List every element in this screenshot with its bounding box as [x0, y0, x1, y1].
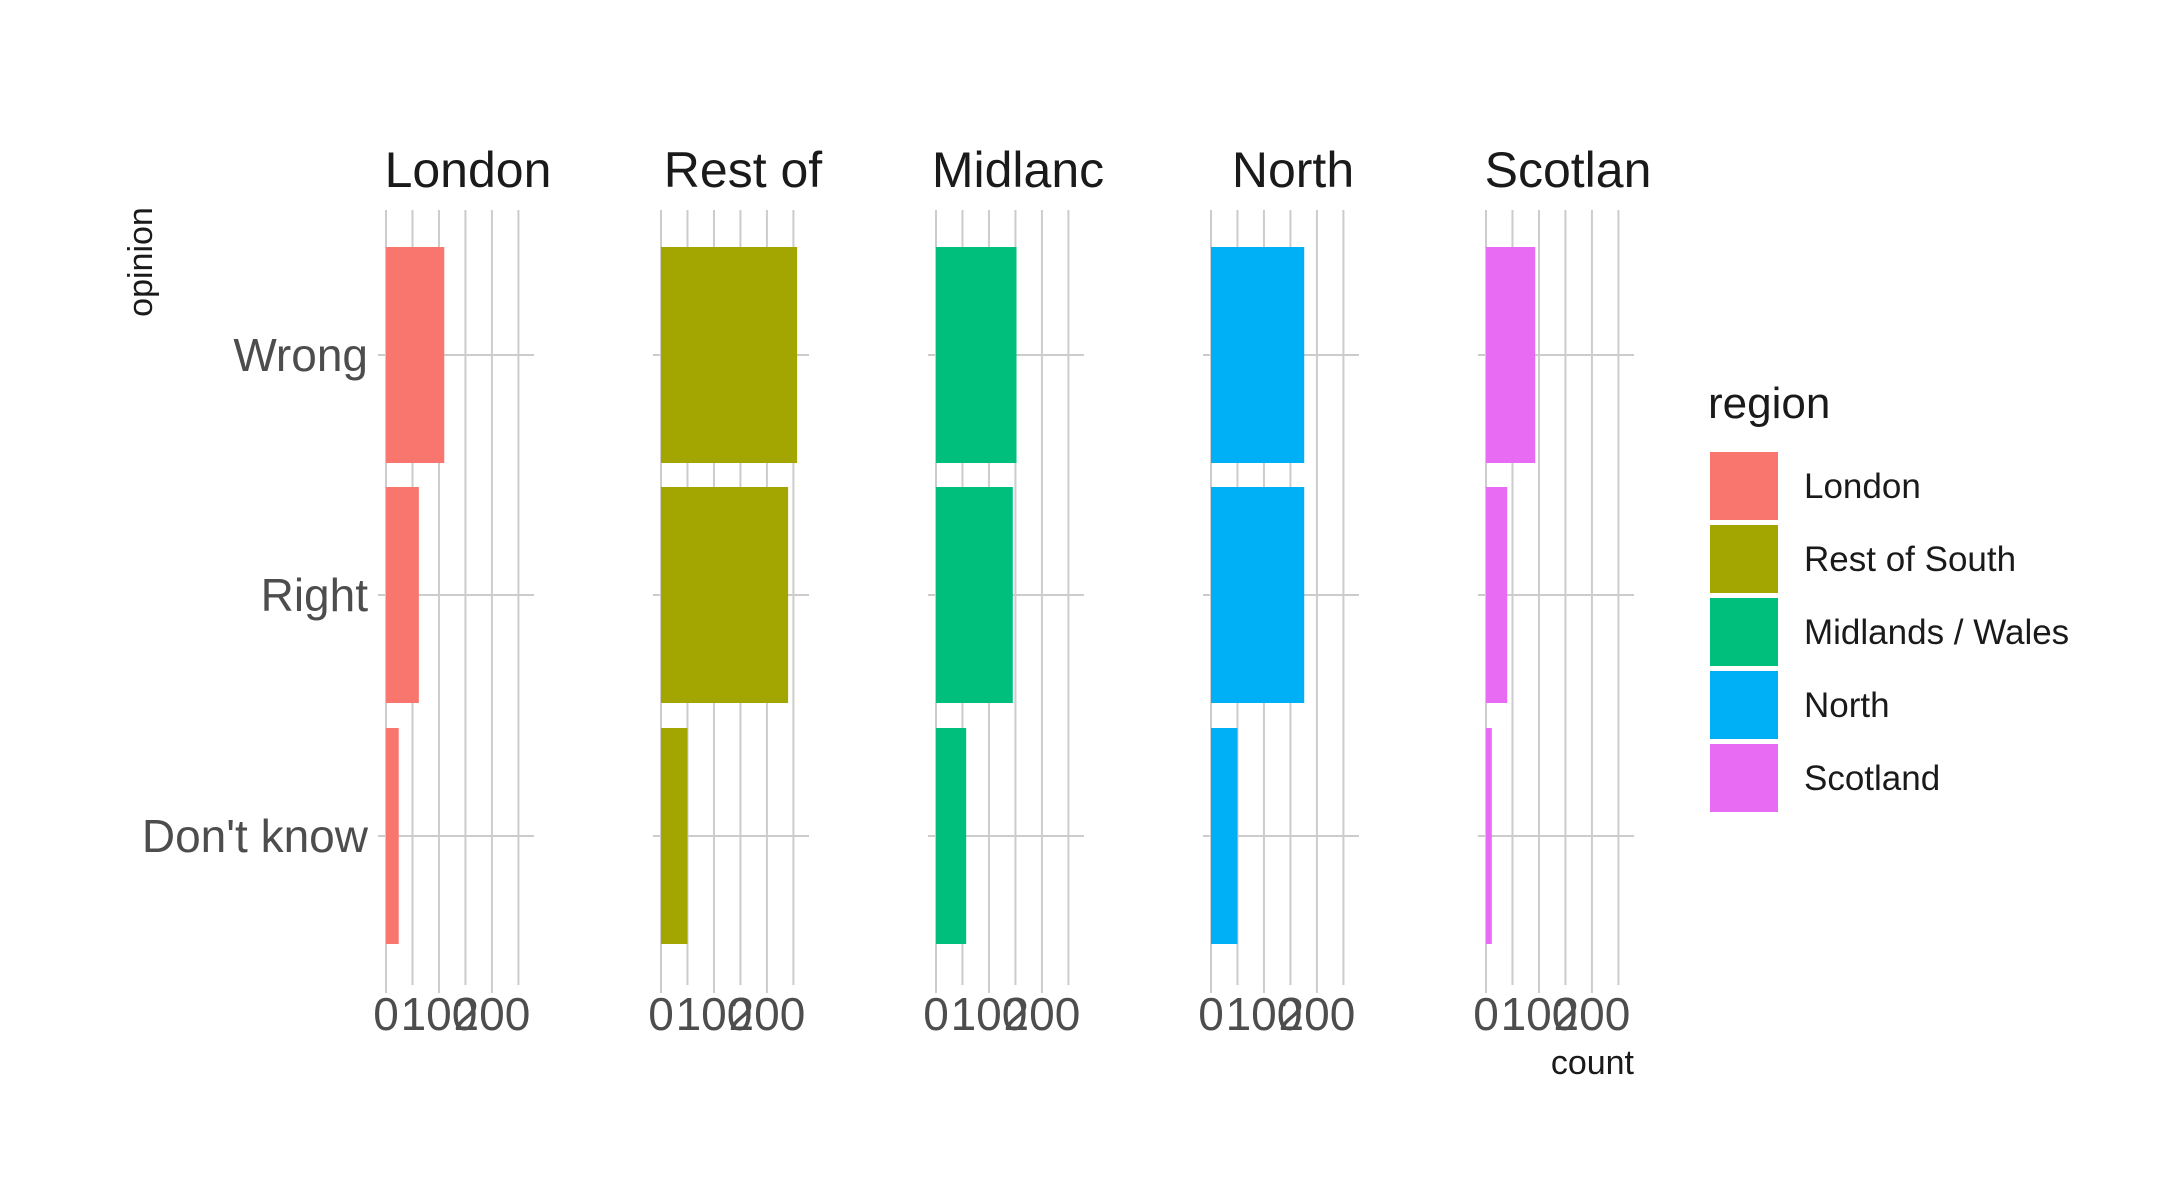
x-tick-label: 0 [373, 988, 399, 1040]
x-tick-label: 0 [923, 988, 949, 1040]
y-tick-label: Don't know [142, 810, 369, 862]
y-axis-title: opinion [122, 207, 160, 317]
x-axis-title: count [1551, 1044, 1635, 1082]
facet-title: Midlanc [932, 142, 1104, 198]
legend-title: region [1708, 379, 1830, 428]
legend-label: Rest of South [1804, 540, 2016, 579]
bar [1486, 487, 1508, 703]
x-tick-label: 0 [1473, 988, 1499, 1040]
legend-key [1710, 452, 1778, 520]
bar [661, 487, 789, 703]
legend: region London Rest of South Midlands / Wal… [1708, 379, 2069, 812]
x-tick-label: 100 [676, 988, 753, 1040]
y-axis: Wrong Right Don't know [142, 329, 369, 862]
legend-key [1710, 525, 1778, 593]
x-tick-label: 200 [454, 988, 531, 1040]
facet-title: London [385, 142, 552, 198]
y-tick-label: Right [261, 569, 369, 621]
legend-label: Midlands / Wales [1804, 613, 2069, 652]
facet-title: Rest of [664, 142, 823, 198]
legend-label: North [1804, 686, 1890, 725]
legend-label: London [1804, 467, 1921, 506]
bar [661, 728, 688, 944]
legend-key [1710, 671, 1778, 739]
bar [1211, 247, 1305, 463]
legend-key [1710, 744, 1778, 812]
legend-key [1710, 598, 1778, 666]
x-tick-label: 100 [1501, 988, 1578, 1040]
bar [1486, 247, 1536, 463]
bar [386, 487, 419, 703]
x-tick-label: 0 [648, 988, 674, 1040]
x-tick-label: 200 [1279, 988, 1356, 1040]
bar [936, 728, 967, 944]
y-tick-label: Wrong [233, 329, 368, 381]
bar [1486, 728, 1492, 944]
facet-title: Scotlan [1485, 142, 1652, 198]
bar [936, 247, 1017, 463]
x-tick-label: 200 [1004, 988, 1081, 1040]
x-tick-label: 100 [951, 988, 1028, 1040]
bar [386, 247, 445, 463]
x-tick-label: 200 [1554, 988, 1631, 1040]
x-tick-label: 100 [401, 988, 478, 1040]
legend-label: Scotland [1804, 759, 1940, 798]
bar [1211, 487, 1305, 703]
bar [661, 247, 798, 463]
x-tick-label: 0 [1198, 988, 1224, 1040]
bar [386, 728, 399, 944]
facet-title: North [1232, 142, 1354, 198]
x-tick-label: 200 [729, 988, 806, 1040]
x-tick-label: 100 [1226, 988, 1303, 1040]
bar [1211, 728, 1238, 944]
bar [936, 487, 1013, 703]
